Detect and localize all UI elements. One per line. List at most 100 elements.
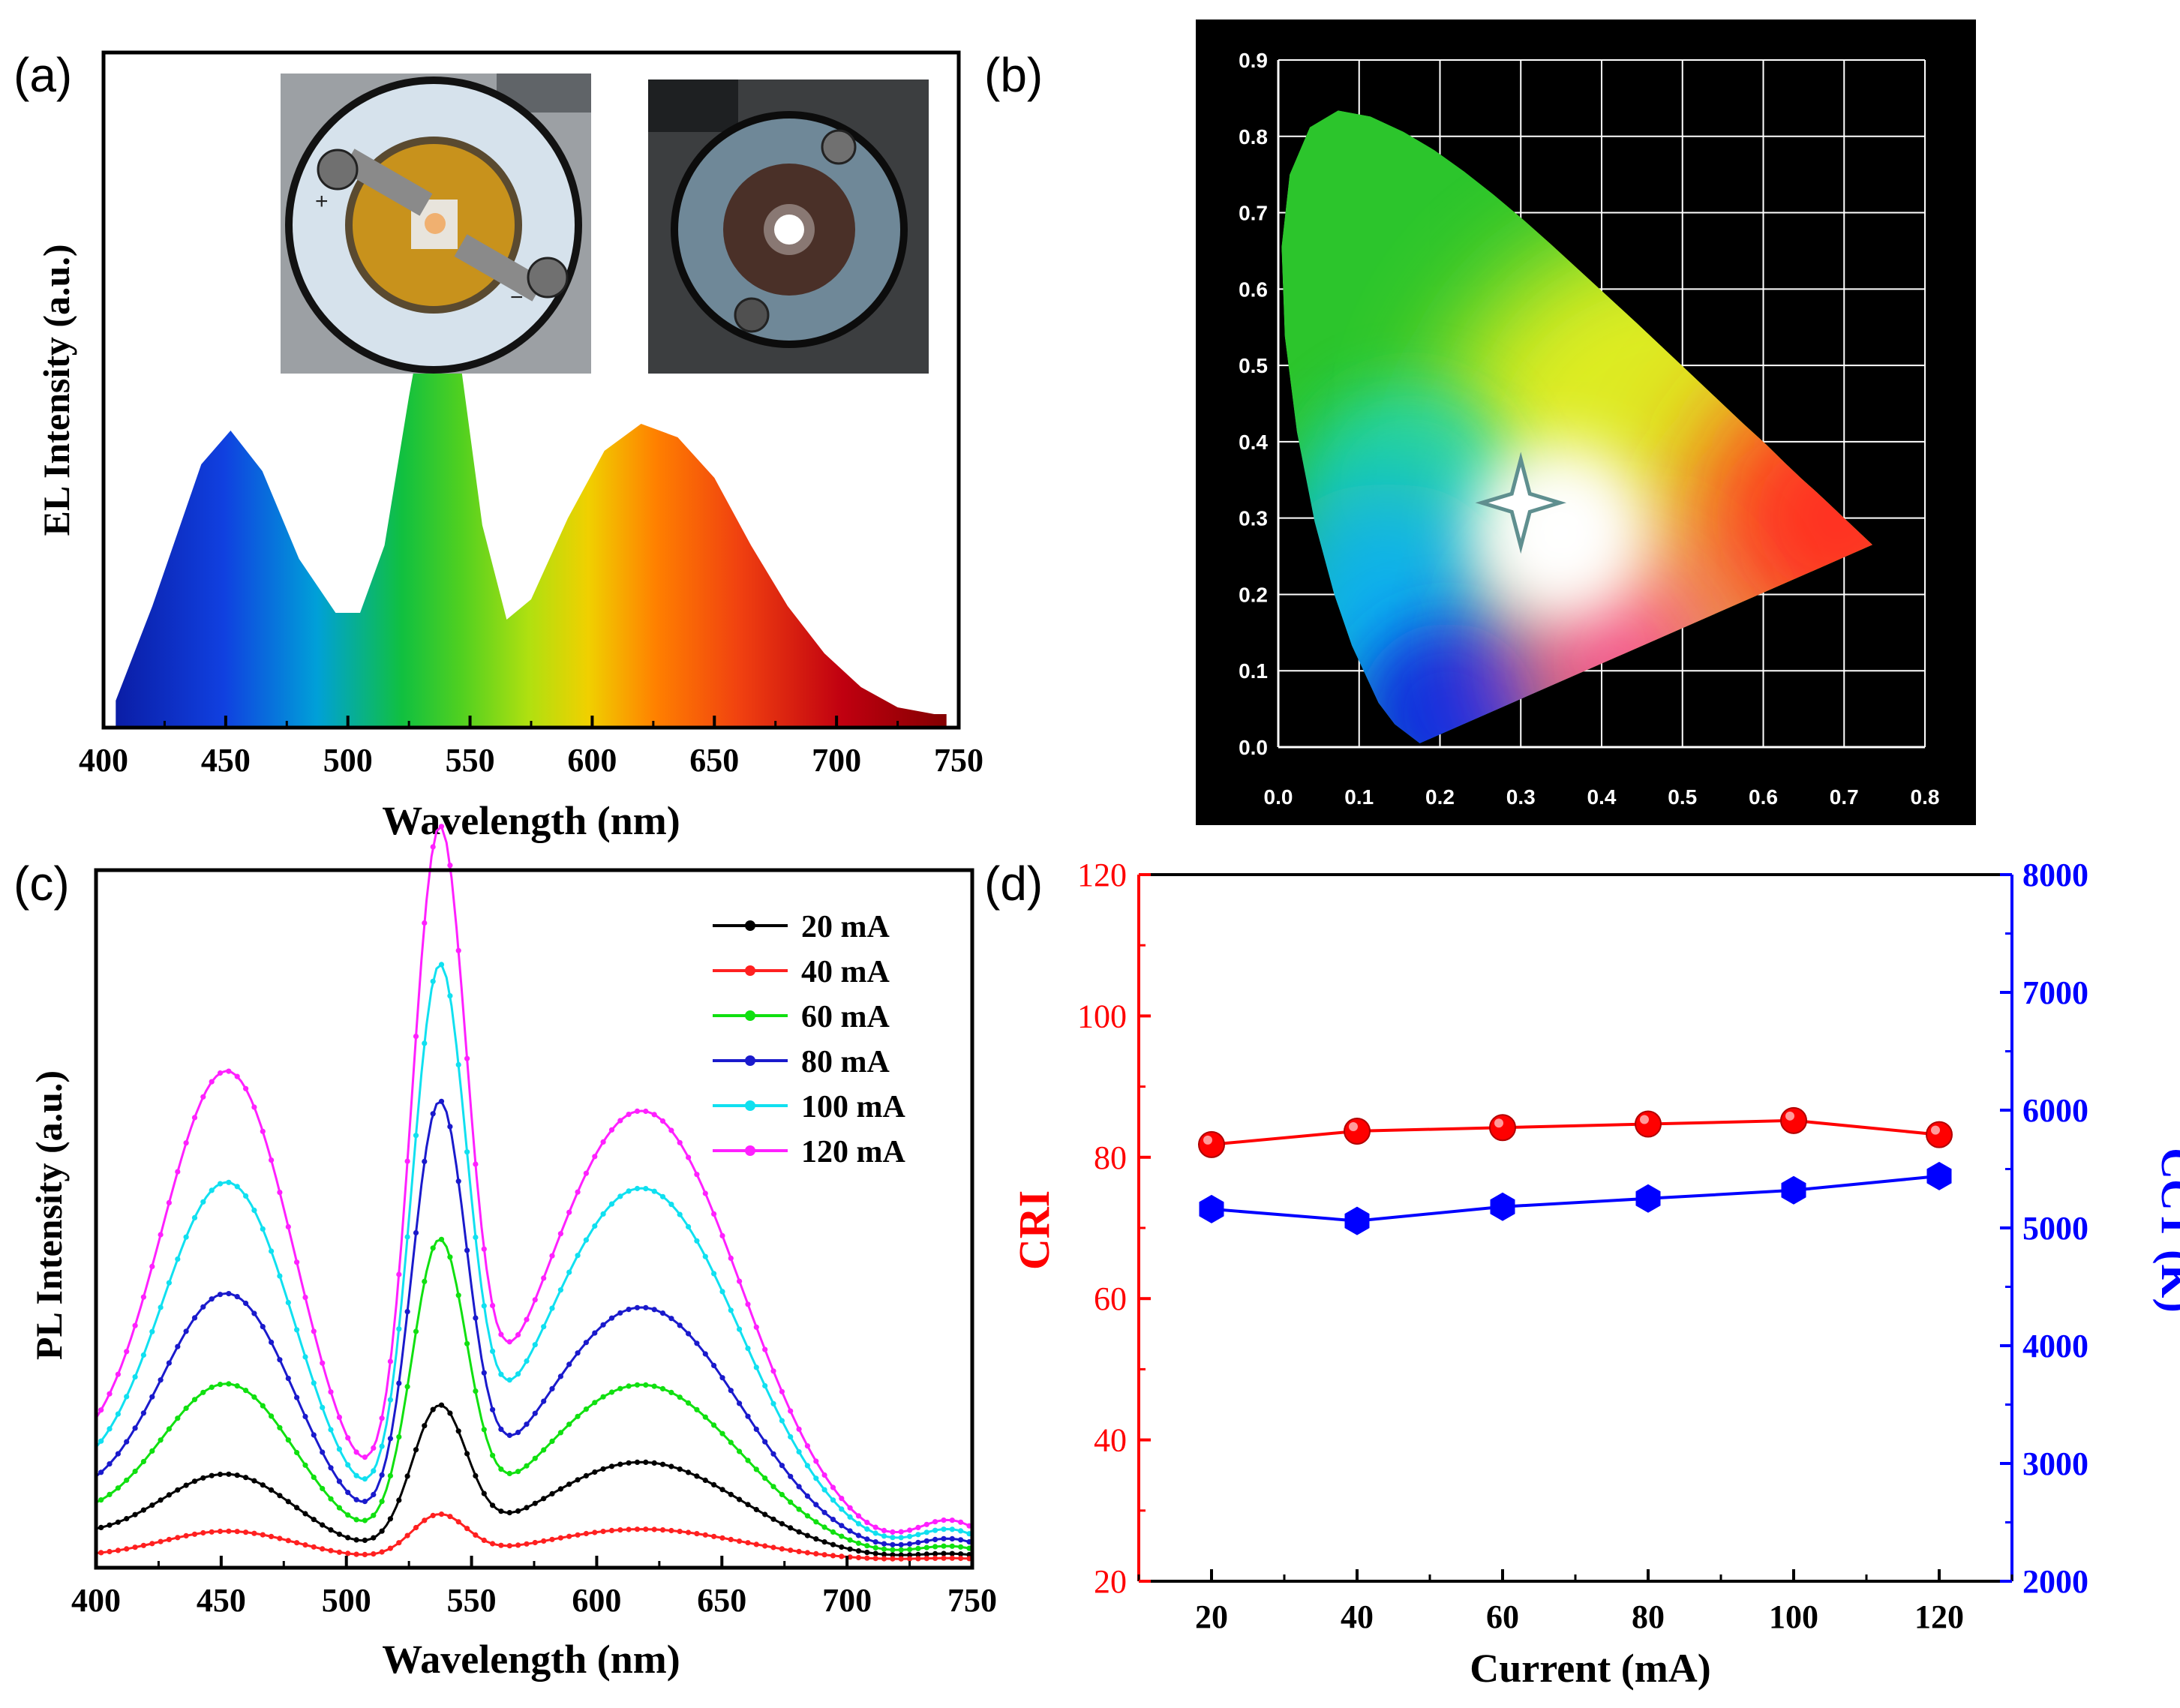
series-marker: [796, 1448, 802, 1455]
series-marker: [140, 1410, 146, 1416]
series-marker: [686, 1331, 692, 1337]
series-marker: [932, 1544, 938, 1550]
series-marker: [668, 1389, 674, 1395]
series-marker: [269, 1248, 275, 1254]
el-spectrum-area: [116, 275, 947, 728]
series-marker: [98, 1407, 104, 1413]
series-marker: [328, 1427, 334, 1433]
series-marker: [320, 1546, 326, 1552]
series-marker: [387, 1545, 394, 1551]
series-marker: [643, 1108, 649, 1115]
series-marker: [396, 1497, 402, 1503]
series-marker: [234, 1472, 240, 1478]
series-marker: [243, 1085, 249, 1091]
x-tick-label: 750: [934, 742, 983, 779]
series-marker: [898, 1535, 904, 1541]
series-marker: [796, 1506, 802, 1512]
series-marker: [311, 1517, 317, 1523]
series-marker: [200, 1304, 206, 1310]
series-marker: [124, 1394, 130, 1400]
series-marker: [473, 1472, 479, 1479]
series-marker: [813, 1458, 819, 1464]
series-marker: [600, 1211, 606, 1217]
series-marker: [753, 1506, 759, 1513]
series-marker: [839, 1496, 845, 1502]
series-marker: [847, 1528, 853, 1534]
series-marker: [217, 1181, 224, 1187]
x-tick-label: 700: [822, 1582, 872, 1619]
series-marker: [422, 1040, 428, 1046]
series-marker: [686, 1529, 692, 1535]
series-marker: [907, 1541, 913, 1547]
series-marker: [737, 1496, 743, 1502]
x-axis-title-c: Wavelength (nm): [382, 1637, 680, 1682]
series-marker: [549, 1385, 555, 1391]
series-marker: [575, 1189, 581, 1195]
series-marker: [541, 1447, 547, 1453]
series-marker: [779, 1418, 785, 1424]
data-point-cri: [1198, 1130, 1225, 1158]
series-marker: [770, 1516, 776, 1522]
series-marker: [294, 1540, 300, 1546]
series-marker: [285, 1538, 291, 1544]
series-marker: [371, 1445, 377, 1451]
series-marker: [260, 1403, 266, 1409]
series-marker: [847, 1546, 853, 1552]
series-marker: [762, 1346, 768, 1352]
data-point-cct: [1635, 1184, 1661, 1213]
series-marker: [260, 1226, 266, 1232]
series-marker: [124, 1516, 130, 1522]
series-marker: [158, 1377, 164, 1383]
series-marker: [200, 1094, 206, 1100]
series-marker: [353, 1449, 359, 1455]
series-marker: [719, 1430, 725, 1436]
y-left-tick-label: 60: [1094, 1280, 1127, 1317]
data-point-highlight: [1494, 1118, 1503, 1128]
series-marker: [549, 1490, 555, 1496]
series-marker: [677, 1466, 683, 1472]
y-right-tick-label: 3000: [2022, 1445, 2088, 1482]
series-marker: [328, 1496, 334, 1502]
pl-series-40-mA: [95, 1511, 973, 1562]
series-marker: [438, 1236, 445, 1242]
series-marker: [362, 1476, 368, 1482]
series-marker: [294, 1505, 300, 1511]
panel-d: (d) 20 40 60 80 100 120 20 40 60 80 100 120 2000 3000…: [984, 857, 2180, 1691]
series-marker: [464, 1055, 470, 1061]
series-marker: [320, 1404, 326, 1410]
series-marker: [855, 1548, 862, 1554]
y-tick-label: 0.0: [1239, 736, 1268, 759]
series-marker: [796, 1426, 802, 1432]
series-marker: [524, 1541, 530, 1547]
series-marker: [626, 1526, 632, 1532]
series-marker: [183, 1234, 189, 1240]
series-marker: [473, 1234, 479, 1241]
series-marker: [762, 1382, 768, 1389]
series-marker: [796, 1529, 802, 1535]
series-marker: [149, 1394, 155, 1400]
series-marker: [430, 844, 436, 850]
series-marker: [592, 1529, 598, 1535]
series-marker: [302, 1295, 308, 1301]
x-tick-label: 500: [323, 742, 373, 779]
series-marker: [438, 1098, 445, 1104]
series-marker: [269, 1533, 275, 1539]
series-marker: [830, 1529, 836, 1535]
series-marker: [643, 1304, 649, 1310]
series-marker: [643, 1459, 649, 1465]
series-marker: [251, 1310, 257, 1316]
series-marker: [294, 1327, 300, 1333]
series-marker: [728, 1307, 734, 1313]
series-marker: [396, 1540, 402, 1546]
data-point-highlight: [1349, 1121, 1358, 1131]
series-marker: [209, 1472, 215, 1478]
series-marker: [626, 1112, 632, 1118]
series-marker: [371, 1551, 377, 1557]
series-marker: [566, 1361, 572, 1367]
series-marker: [371, 1491, 377, 1498]
series-marker: [345, 1550, 351, 1556]
panel-c: (c) 400 450 500 550 600 650 700 750 Wavelength …: [14, 824, 997, 1682]
x-tick-label: 0.4: [1587, 785, 1617, 809]
pl-spectra: [95, 824, 973, 1562]
series-marker: [387, 1436, 394, 1442]
